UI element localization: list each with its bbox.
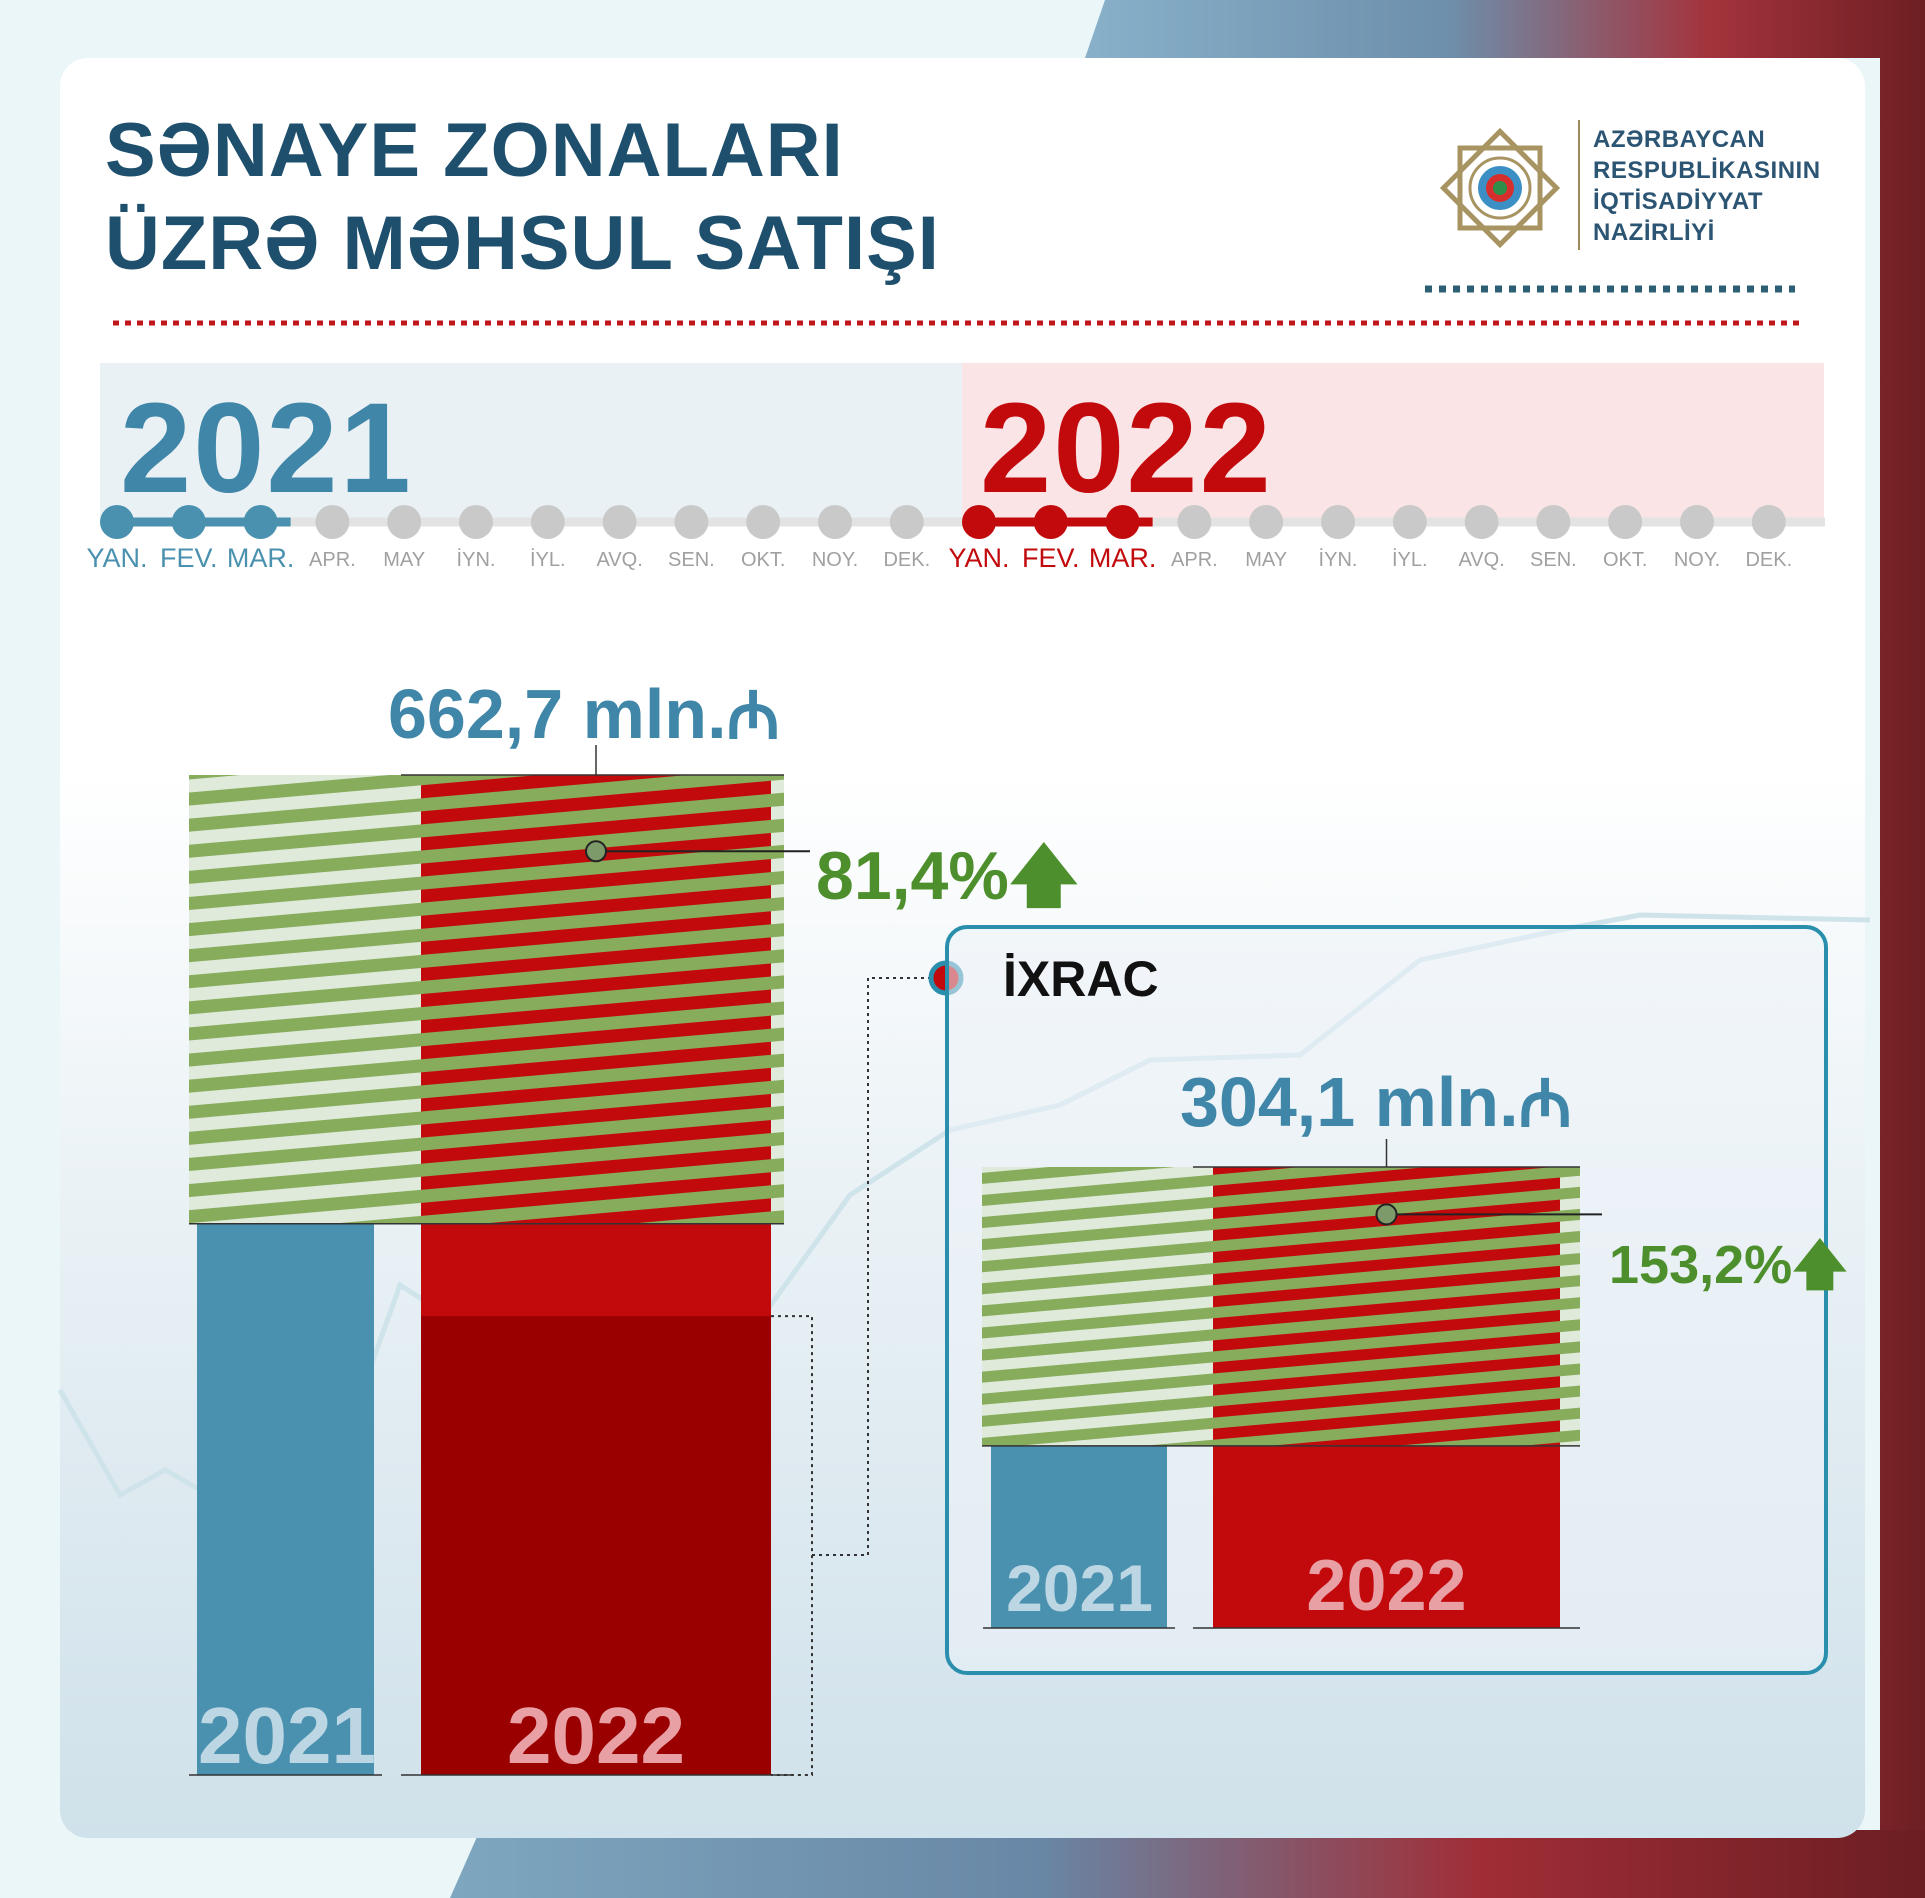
- month-dot-2022-1: [962, 505, 996, 539]
- export-part-bracket: [771, 1315, 813, 1776]
- month-dot-2021-8: [602, 505, 637, 539]
- month-dot-2021-11: [818, 505, 852, 539]
- export-growth-stripes: [982, 1167, 1580, 1446]
- month-dot-2022-10: [1608, 505, 1643, 539]
- title-line-1: SƏNAYE ZONALARI: [105, 108, 844, 193]
- month-label-2021-10: OKT.: [740, 549, 786, 571]
- month-dot-2021-2: [171, 505, 206, 539]
- month-label-2021-6: İYN.: [456, 549, 496, 571]
- ministry-name-line-3: İQTİSADİYYAT: [1593, 188, 1764, 215]
- year-2021-label: 2021: [120, 377, 413, 520]
- month-dot-2021-12: [889, 505, 924, 539]
- bar-2021-label: 2021: [198, 1691, 376, 1780]
- month-dot-2022-7: [1392, 505, 1427, 539]
- month-dot-2022-4: [1177, 505, 1212, 539]
- month-label-2022-4: APR.: [1171, 549, 1218, 571]
- export-bar-2021-label: 2021: [1006, 1551, 1153, 1625]
- main-total-value-text: 662,7 mln.: [388, 675, 727, 753]
- month-label-2022-8: AVQ.: [1458, 549, 1505, 571]
- month-label-2021-1: YAN.: [86, 543, 148, 573]
- month-dot-2022-6: [1321, 505, 1355, 539]
- main-growth-percent-text: 81,4%: [816, 838, 1009, 914]
- month-dot-2022-2: [1033, 505, 1068, 539]
- bar-2022-label: 2022: [507, 1691, 685, 1780]
- month-label-2022-6: İYN.: [1318, 549, 1358, 571]
- month-dot-2021-6: [459, 505, 493, 539]
- month-label-2022-1: YAN.: [948, 543, 1010, 573]
- month-label-2021-5: MAY: [383, 549, 426, 571]
- main-growth-percent: 81,4%🡅: [816, 826, 1079, 942]
- month-label-2021-12: DEK.: [883, 549, 931, 571]
- ministry-name-line-1: AZƏRBAYCAN: [1593, 126, 1766, 153]
- title-line-2: ÜZRƏ MƏHSUL SATIŞI: [105, 201, 940, 286]
- ministry-name: AZƏRBAYCAN RESPUBLİKASININ İQTİSADİYYAT …: [1593, 124, 1821, 248]
- manat-icon: ₼: [1518, 1066, 1572, 1140]
- export-bar-2021: [991, 1445, 1167, 1628]
- ministry-name-line-2: RESPUBLİKASININ: [1593, 157, 1821, 184]
- month-dot-2021-7: [530, 505, 565, 539]
- ministry-name-line-4: NAZİRLİYİ: [1593, 219, 1715, 246]
- export-growth-percent: 153,2%🡅: [1609, 1226, 1848, 1318]
- month-dot-2021-3: [243, 505, 278, 539]
- month-dot-2022-11: [1680, 505, 1714, 539]
- manat-icon: ₼: [726, 678, 780, 752]
- month-label-2021-8: AVQ.: [596, 549, 643, 571]
- arrow-up-icon: 🡅: [1008, 838, 1079, 914]
- month-label-2022-3: MAR.: [1088, 543, 1157, 573]
- month-dot-2022-5: [1249, 505, 1284, 539]
- export-total-value: 304,1 mln.₼: [1180, 1056, 1572, 1146]
- month-dot-2021-5: [387, 505, 422, 539]
- ministry-emblem-icon: [1439, 127, 1561, 249]
- export-growth-dot: [1375, 1203, 1398, 1226]
- main-growth-dot: [585, 840, 607, 863]
- month-label-2022-7: İYL.: [1392, 549, 1428, 571]
- main-bar-2021: [197, 1223, 374, 1775]
- month-dot-2022-8: [1464, 505, 1499, 539]
- page-title: SƏNAYE ZONALARI ÜZRƏ MƏHSUL SATIŞI: [105, 104, 940, 290]
- month-label-2021-11: NOY.: [811, 549, 859, 571]
- export-title: İXRAC: [1003, 951, 1159, 1007]
- logo-separator: [1578, 120, 1580, 250]
- main-bar-2022-export-part: [421, 1316, 771, 1775]
- month-label-2022-2: FEV.: [1022, 543, 1080, 573]
- export-connector: [812, 977, 935, 1556]
- month-label-2022-9: SEN.: [1530, 549, 1577, 571]
- month-dot-2022-12: [1751, 505, 1786, 539]
- month-label-2022-10: OKT.: [1602, 549, 1648, 571]
- month-dot-2021-1: [100, 505, 134, 539]
- month-label-2022-12: DEK.: [1745, 549, 1793, 571]
- timeline: [100, 363, 1825, 539]
- month-dot-2021-10: [746, 505, 781, 539]
- year-2022-band: [962, 363, 1824, 523]
- month-dot-2021-9: [674, 505, 709, 539]
- month-label-2021-3: MAR.: [226, 543, 295, 573]
- month-label-2021-9: SEN.: [668, 549, 715, 571]
- month-label-2022-11: NOY.: [1673, 549, 1721, 571]
- month-label-2021-2: FEV.: [160, 543, 218, 573]
- month-label-2022-5: MAY: [1245, 549, 1288, 571]
- year-2022-label: 2022: [980, 377, 1273, 520]
- year-2021-band: [100, 363, 962, 523]
- month-label-2021-7: İYL.: [530, 549, 566, 571]
- month-dot-2022-9: [1536, 505, 1571, 539]
- month-label-2021-4: APR.: [309, 549, 356, 571]
- main-growth-stripes: [189, 775, 784, 1224]
- arrow-up-icon: 🡅: [1792, 1235, 1848, 1295]
- export-total-value-text: 304,1 mln.: [1180, 1063, 1519, 1141]
- main-total-value: 662,7 mln.₼: [388, 668, 780, 758]
- month-dot-2021-4: [315, 505, 350, 539]
- export-growth-percent-text: 153,2%: [1609, 1235, 1793, 1295]
- export-bar-2022-label: 2022: [1306, 1546, 1467, 1626]
- dotted-separators: [113, 285, 1805, 326]
- month-dot-2022-3: [1105, 505, 1140, 539]
